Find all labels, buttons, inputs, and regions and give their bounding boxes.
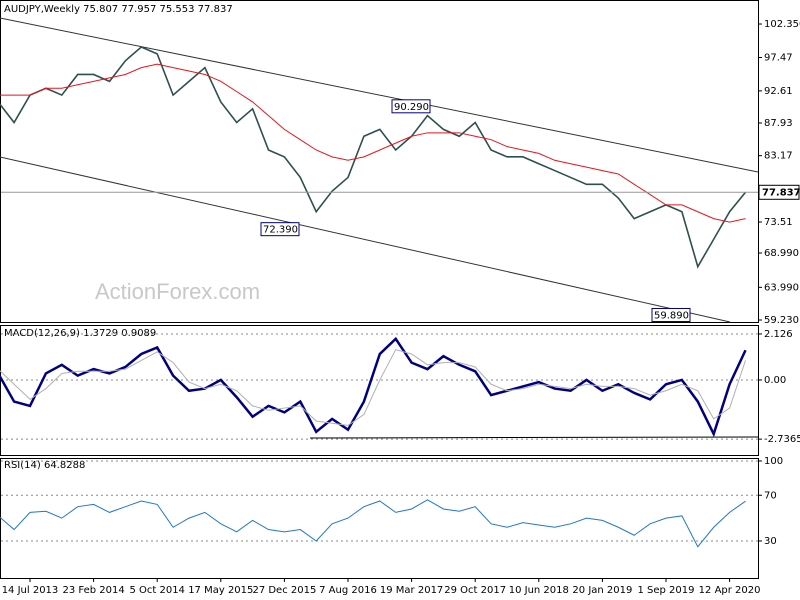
x-tick-label: 1 Sep 2019: [637, 585, 694, 596]
watermark: ActionForex.com: [95, 279, 260, 304]
series-line: [0, 499, 746, 548]
annotation-label: 59.890: [654, 310, 689, 321]
y-tick-label: 97.47: [764, 53, 793, 64]
annotation-box: [260, 222, 300, 237]
rsi-title: RSI(14) 64.8288: [4, 460, 85, 471]
y-tick-label: 100: [764, 456, 783, 467]
y-tick-label: 30: [764, 536, 777, 547]
y-tick-label: 102.350: [764, 19, 800, 30]
channel-upper: [0, 17, 759, 173]
y-tick-label: 70: [764, 490, 777, 501]
annotation-label: 90.290: [394, 102, 429, 113]
series-line: [0, 46, 747, 269]
macd-support-line: [309, 436, 759, 439]
channel-lower: [0, 156, 731, 323]
annotation-box: [391, 99, 431, 114]
price-panel: [0, 0, 759, 323]
last-price-label: 77.837: [762, 187, 800, 198]
y-tick-label: -2.7365: [764, 434, 800, 445]
x-tick-label: 29 Oct 2017: [444, 585, 506, 596]
last-price-box: [758, 184, 800, 200]
series-line: [0, 336, 747, 438]
y-tick-label: 83.17: [764, 151, 793, 162]
annotation-label: 72.390: [263, 225, 298, 236]
x-tick-label: 7 Aug 2016: [319, 585, 377, 596]
y-tick-label: 68.990: [764, 248, 799, 259]
y-tick-label: 2.126: [764, 329, 793, 340]
y-tick-label: 73.51: [764, 217, 793, 228]
y-tick-label: 63.990: [764, 282, 799, 293]
x-tick-label: 10 Jun 2018: [509, 585, 569, 596]
annotation-box: [651, 307, 691, 322]
y-tick-label: 87.93: [764, 118, 793, 129]
macd-panel: [0, 325, 759, 456]
y-tick-label: 59.230: [764, 315, 799, 326]
y-tick-label: 0.00: [764, 375, 786, 386]
x-tick-label: 12 Apr 2020: [699, 585, 761, 596]
chart-title: AUDJPY,Weekly 75.807 77.957 75.553 77.83…: [4, 4, 233, 15]
series-line: [0, 63, 746, 223]
x-tick-label: 5 Oct 2014: [129, 585, 184, 596]
macd-title: MACD(12,26,9) 1.3729 0.9089: [4, 328, 156, 339]
x-tick-label: 27 Dec 2015: [252, 585, 316, 596]
y-tick-label: 92.61: [764, 86, 793, 97]
x-tick-label: 17 May 2015: [188, 585, 253, 596]
x-tick-label: 20 Jan 2019: [572, 585, 632, 596]
series-line: [0, 349, 746, 426]
x-tick-label: 23 Feb 2014: [62, 585, 124, 596]
x-tick-label: 14 Jul 2013: [2, 585, 59, 596]
x-tick-label: 19 Mar 2017: [380, 585, 443, 596]
rsi-panel: [0, 458, 759, 579]
